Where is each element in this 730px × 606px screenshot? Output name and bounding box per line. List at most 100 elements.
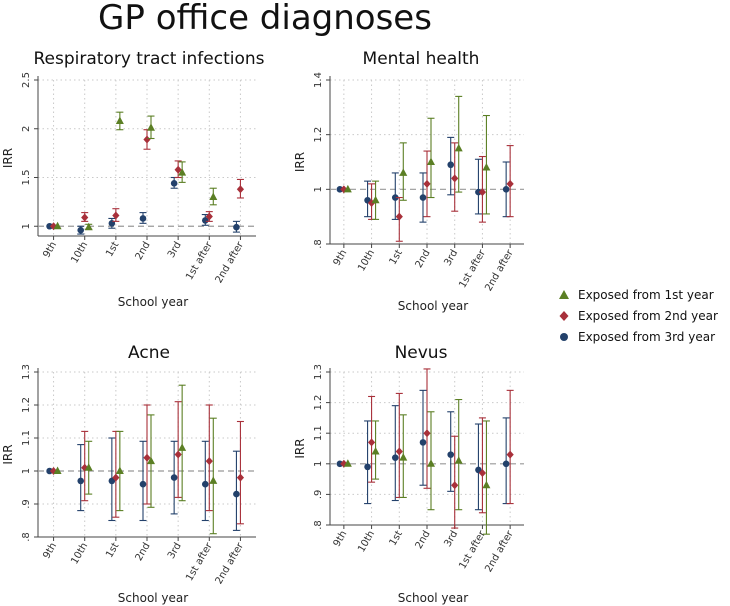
data-point (475, 466, 482, 474)
x-tick-label: 3rd (166, 240, 184, 260)
data-point (112, 473, 120, 482)
legend-item: Exposed from 2nd year (556, 305, 718, 326)
data-point (364, 463, 371, 471)
data-point (419, 194, 427, 201)
data-point (147, 456, 155, 465)
legend-label: Exposed from 2nd year (578, 308, 718, 323)
x-tick-label: 2nd after (214, 540, 247, 586)
data-point (174, 450, 182, 459)
data-point (423, 179, 431, 188)
data-point (77, 477, 85, 485)
x-axis-label: School year (398, 591, 468, 605)
y-axis-label: IRR (293, 152, 307, 172)
panel-title: Respiratory tract infections (33, 49, 264, 69)
chart-panel-mental-health: Mental health .8 1 1.2 1.4 9th 10th 1st 2nd 3rd1s… (293, 49, 524, 313)
data-point (343, 184, 352, 193)
y-axis-label: IRR (1, 444, 15, 464)
data-point (478, 468, 487, 477)
y-tick-label: 1.2 (21, 397, 32, 413)
legend-item: Exposed from 3rd year (556, 326, 718, 347)
data-point (77, 226, 85, 234)
y-tick-label: .9 (313, 490, 324, 500)
data-point (427, 157, 435, 165)
x-tick-label: 9th (41, 240, 59, 260)
data-point (475, 188, 482, 196)
x-tick-label: 1st (104, 541, 121, 560)
data-point (147, 123, 155, 131)
data-point (391, 194, 399, 201)
data-point (482, 480, 491, 489)
y-tick-label: 1.2 (313, 395, 324, 411)
data-point (451, 481, 459, 490)
data-point (451, 174, 459, 183)
data-point (84, 463, 93, 471)
data-point (343, 459, 352, 467)
legend-diamond-marker (559, 310, 569, 321)
legend-circle-marker (560, 332, 568, 341)
x-tick-label: 2nd after (214, 239, 247, 285)
data-point (427, 459, 435, 467)
y-axis-label: IRR (1, 148, 15, 168)
chart-panel-respiratory: Respiratory tract infections 1 1.5 2 2.5 9th 1… (1, 49, 265, 309)
panel-title: Nevus (395, 343, 448, 363)
data-point (209, 192, 218, 200)
chart-figure-title: GP office diagnoses (98, 0, 432, 38)
data-point (367, 438, 376, 447)
data-point (170, 180, 178, 187)
data-point (502, 186, 510, 193)
data-point (178, 168, 187, 176)
data-point (419, 439, 427, 446)
y-tick-label: 1.1 (21, 430, 32, 446)
y-tick-label: 1 (21, 468, 32, 474)
data-point (53, 221, 62, 230)
y-tick-label: 1 (313, 461, 324, 467)
data-point (371, 195, 380, 204)
y-tick-label: .9 (21, 499, 32, 509)
data-point (201, 217, 209, 224)
chart-legend: Exposed from 1st year Exposed from 2nd y… (556, 284, 718, 347)
data-point (209, 476, 218, 484)
x-tick-label: 9th (41, 541, 59, 561)
data-point (174, 165, 182, 174)
data-point (423, 429, 431, 438)
data-point (233, 223, 240, 231)
x-tick-label: 2nd (134, 240, 153, 262)
x-tick-label: 10th (356, 529, 377, 554)
y-tick-label: 1.1 (313, 425, 324, 441)
x-tick-label: 1st after (184, 540, 215, 583)
data-point (178, 443, 187, 451)
data-point (502, 460, 510, 468)
data-point (447, 161, 455, 169)
y-tick-label: 1.4 (313, 72, 324, 88)
legend-triangle-marker (559, 289, 569, 299)
data-point (391, 454, 399, 461)
y-axis-label: IRR (293, 438, 307, 458)
data-point (454, 143, 463, 152)
x-tick-label: 2nd (414, 248, 433, 270)
chart-panel-acne: Acne .8 .9 1 1.1 1.2 1.3 9th 10th 1st 2nd 3rd 1st af… (1, 343, 256, 605)
data-point (84, 222, 93, 231)
data-point (233, 490, 240, 498)
y-tick-label: .8 (21, 532, 32, 542)
data-point (108, 477, 116, 485)
panel-title: Mental health (363, 49, 480, 69)
data-point (454, 456, 463, 464)
x-tick-label: 1st (388, 248, 405, 267)
y-tick-label: 2 (21, 126, 32, 132)
x-tick-label: 3rd (166, 541, 184, 561)
x-tick-label: 10th (356, 248, 377, 273)
x-tick-label: 3rd (442, 248, 460, 268)
x-tick-label: 2nd (414, 529, 433, 551)
x-tick-label: 10th (69, 541, 90, 566)
data-point (115, 466, 124, 474)
data-point (139, 215, 147, 222)
x-tick-label: 9th (332, 248, 350, 268)
x-tick-label: 2nd (134, 541, 153, 563)
x-tick-label: 2nd after (483, 528, 516, 574)
data-point (236, 473, 245, 482)
data-point (399, 453, 408, 461)
data-point (46, 222, 53, 230)
y-tick-label: 2.5 (21, 72, 32, 88)
data-point (399, 168, 408, 176)
